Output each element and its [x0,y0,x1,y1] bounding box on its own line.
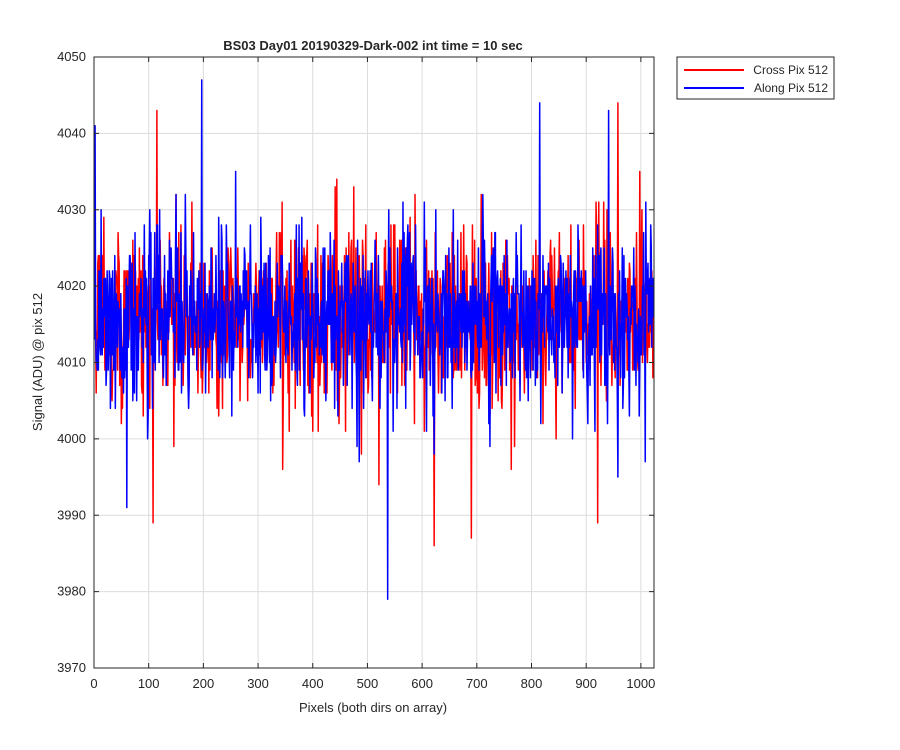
y-tick-label: 4020 [57,278,86,293]
legend-label-cross: Cross Pix 512 [753,63,828,77]
y-tick-label: 4010 [57,355,86,370]
series-line-along [94,79,654,601]
x-tick-label: 700 [466,676,488,691]
y-tick-label: 4000 [57,431,86,446]
series-layer [94,79,654,601]
x-axis-title: Pixels (both dirs on array) [299,700,447,715]
y-tick-labels: 3970 3980 3990 4000 4010 4020 4030 4040 4050 [57,49,86,675]
y-tick-label: 3990 [57,507,86,522]
x-tick-label: 200 [193,676,215,691]
y-tick-label: 4050 [57,49,86,64]
y-axis-title: Signal (ADU) @ pix 512 [30,293,45,431]
x-tick-label: 600 [411,676,433,691]
y-tick-label: 4030 [57,202,86,217]
x-tick-labels: 0 100 200 300 400 500 600 700 800 900 1000 [90,676,655,691]
x-tick-label: 0 [90,676,97,691]
legend-box [676,56,835,100]
chart-title: BS03 Day01 20190329-Dark-002 int time = … [223,38,523,53]
x-tick-label: 800 [521,676,543,691]
x-tick-label: 500 [357,676,379,691]
x-tick-label: 1000 [626,676,655,691]
x-tick-label: 100 [138,676,160,691]
x-tick-label: 900 [575,676,597,691]
legend: Cross Pix 512 Along Pix 512 [676,56,835,100]
x-tick-label: 400 [302,676,324,691]
y-tick-label: 3970 [57,660,86,675]
ticks [93,56,654,669]
x-tick-label: 300 [247,676,269,691]
y-tick-label: 4040 [57,125,86,140]
y-tick-label: 3980 [57,584,86,599]
legend-label-along: Along Pix 512 [754,81,828,95]
